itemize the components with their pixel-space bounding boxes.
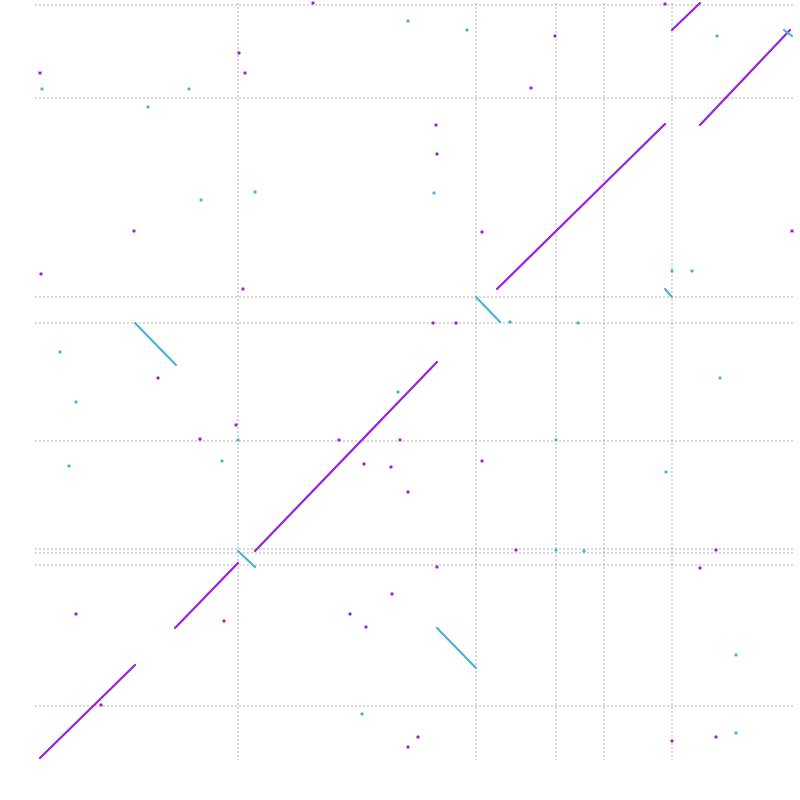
match-point: [396, 390, 400, 394]
match-point: [714, 735, 718, 739]
match-point: [416, 735, 420, 739]
match-point: [348, 612, 352, 616]
match-point: [398, 438, 402, 442]
match-point: [390, 592, 394, 596]
match-point: [406, 19, 410, 23]
match-point: [664, 470, 668, 474]
alignment: [133, 321, 178, 367]
match-point: [790, 229, 794, 233]
match-point: [39, 272, 43, 276]
match-point: [406, 490, 410, 494]
match-point: [553, 34, 557, 38]
match-point: [311, 1, 315, 5]
match-point: [690, 269, 694, 273]
alignment: [253, 360, 439, 553]
alignment: [236, 549, 257, 569]
match-point: [220, 459, 224, 463]
match-point: [434, 123, 438, 127]
match-point: [508, 320, 512, 324]
match-point: [718, 376, 722, 380]
match-point: [99, 703, 103, 707]
match-point: [67, 464, 71, 468]
match-point: [222, 619, 226, 623]
match-point: [389, 465, 393, 469]
match-point: [435, 152, 439, 156]
match-point: [364, 625, 368, 629]
match-point: [234, 423, 238, 427]
match-point: [132, 229, 136, 233]
match-point: [734, 731, 738, 735]
alignment: [698, 28, 792, 127]
match-point: [435, 565, 439, 569]
match-point: [337, 438, 341, 442]
match-point: [714, 548, 718, 552]
match-point: [40, 87, 44, 91]
match-point: [156, 376, 160, 380]
match-point: [480, 230, 484, 234]
alignment: [38, 663, 137, 760]
match-point: [198, 437, 202, 441]
match-point: [663, 2, 667, 6]
match-point: [237, 51, 241, 55]
alignment: [435, 626, 478, 670]
match-point: [670, 739, 674, 743]
match-point: [454, 321, 458, 325]
match-point: [576, 321, 580, 325]
match-point: [698, 566, 702, 570]
alignment: [782, 28, 794, 38]
match-point: [236, 438, 240, 442]
match-point: [241, 287, 245, 291]
match-point: [74, 400, 78, 404]
match-point: [431, 321, 435, 325]
match-point: [253, 190, 257, 194]
match-point: [734, 653, 738, 657]
match-point: [432, 191, 436, 195]
alignment: [663, 287, 674, 299]
alignment: [474, 295, 502, 324]
alignment: [173, 561, 240, 630]
match-point: [529, 86, 533, 90]
match-point: [406, 745, 410, 749]
match-point: [74, 612, 78, 616]
alignment: [670, 1, 702, 32]
match-point: [582, 549, 586, 553]
match-point: [146, 105, 150, 109]
match-point: [199, 198, 203, 202]
match-point: [360, 712, 364, 716]
match-point: [480, 459, 484, 463]
match-point: [38, 71, 42, 75]
match-point: [187, 87, 191, 91]
match-point: [554, 438, 558, 442]
match-point: [465, 28, 469, 32]
match-point: [554, 548, 558, 552]
match-point: [715, 34, 719, 38]
match-point: [670, 269, 674, 273]
match-point: [362, 462, 366, 466]
match-point: [58, 350, 62, 354]
match-point: [243, 71, 247, 75]
alignment: [495, 122, 667, 291]
match-point: [514, 548, 518, 552]
